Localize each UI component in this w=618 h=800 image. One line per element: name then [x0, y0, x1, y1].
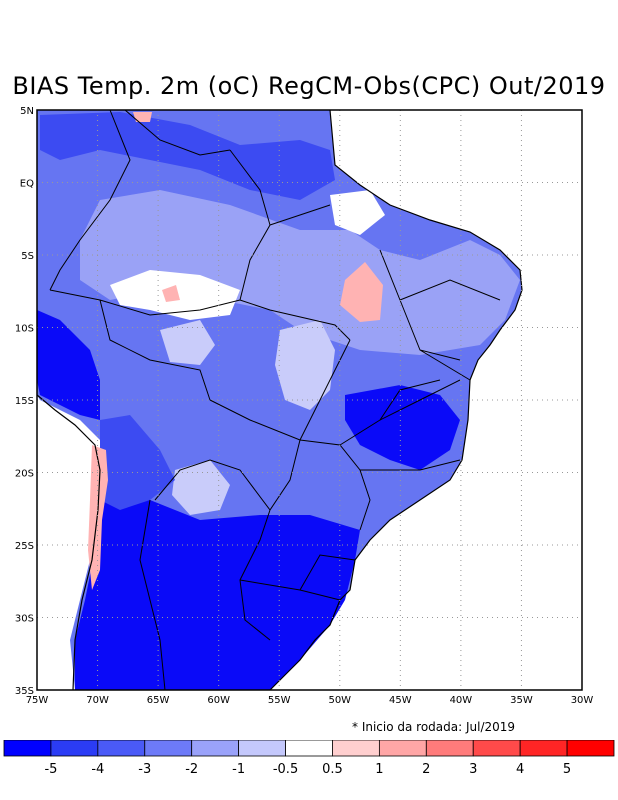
- lon-tick-label: 55W: [268, 695, 291, 706]
- colorbar-labels: -5 -4 -3 -2 -1 -0.5 0.5 1 2 3 4 5: [44, 762, 571, 777]
- colorbar-box: [50, 740, 99, 757]
- colorbar-label: 1: [375, 762, 383, 777]
- colorbar-box: [97, 740, 146, 757]
- lat-tick-label: 5S: [21, 251, 34, 262]
- colorbar-label: 0.5: [322, 762, 343, 777]
- bias-region-strong-cold-north: [40, 112, 335, 200]
- bias-region-warm-tocantins: [340, 262, 383, 322]
- colorbar-boxes: [3, 740, 615, 757]
- bias-region-strong-cold-west: [37, 310, 100, 420]
- colorbar-box: [3, 740, 52, 757]
- colorbar-box: [425, 740, 474, 757]
- colorbar-label: 3: [469, 762, 477, 777]
- lat-tick-labels: 5N EQ 5S 10S 15S 20S 25S 30S 35S: [15, 106, 34, 697]
- colorbar-label: -3: [138, 762, 151, 777]
- colorbar-box: [378, 740, 427, 757]
- plot-border: [36, 109, 583, 691]
- colorbar: -5 -4 -3 -2 -1 -0.5 0.5 1 2 3 4 5: [3, 740, 615, 777]
- colorbar-label: -0.5: [273, 762, 298, 777]
- lon-tick-label: 70W: [86, 695, 109, 706]
- lat-tick-label: 10S: [15, 324, 34, 335]
- colorbar-box: [285, 740, 333, 757]
- lat-tick-label: EQ: [20, 179, 34, 190]
- colorbar-label: -1: [232, 762, 245, 777]
- colorbar-box: [472, 740, 521, 757]
- lat-lon-grid: [37, 110, 582, 690]
- bias-region-warm-north: [133, 112, 152, 122]
- lon-tick-label: 75W: [26, 695, 49, 706]
- colorbar-box: [144, 740, 193, 757]
- bias-region-warm-amazon: [162, 285, 180, 302]
- colorbar-label: 5: [563, 762, 571, 777]
- lon-tick-labels: 75W 70W 65W 60W 55W 50W 45W 40W 35W 30W: [26, 695, 594, 706]
- lat-tick-label: 15S: [15, 396, 34, 407]
- bias-region-neutral-sw: [172, 460, 230, 515]
- colorbar-box: [519, 740, 568, 757]
- lon-tick-label: 30W: [571, 695, 594, 706]
- colorbar-label: -5: [44, 762, 57, 777]
- political-borders: [37, 110, 523, 690]
- lat-tick-label: 20S: [15, 469, 34, 480]
- bias-region-neutral-central: [275, 320, 335, 410]
- bias-region-strong-cold-south: [75, 500, 360, 690]
- lat-tick-label: 30S: [15, 614, 34, 625]
- colorbar-box: [238, 740, 286, 757]
- colorbar-box: [566, 740, 615, 757]
- lat-tick-label: 5N: [20, 106, 34, 117]
- lon-tick-label: 40W: [450, 695, 473, 706]
- bias-region-cold-andes: [100, 415, 175, 510]
- colorbar-label: -2: [185, 762, 198, 777]
- bias-region-neutral-east: [330, 190, 385, 235]
- colorbar-box: [332, 740, 380, 757]
- colorbar-label: -4: [91, 762, 104, 777]
- run-start-note: * Inicio da rodada: Jul/2019: [352, 720, 516, 734]
- bias-region-light-cold-north: [80, 190, 520, 355]
- colorbar-label: 2: [422, 762, 430, 777]
- lon-tick-label: 45W: [389, 695, 412, 706]
- bias-region-strong-cold-southeast: [345, 385, 460, 470]
- lat-tick-label: 25S: [15, 541, 34, 552]
- lon-tick-label: 60W: [207, 695, 230, 706]
- lon-tick-label: 35W: [510, 695, 533, 706]
- coastline: [37, 110, 523, 690]
- map-title: BIAS Temp. 2m (oC) RegCM-Obs(CPC) Out/20…: [12, 72, 606, 100]
- lon-tick-label: 65W: [147, 695, 170, 706]
- map-frame: 5N EQ 5S 10S 15S 20S 25S 30S 35S 75W 70W 65W 60W 55W…: [15, 106, 594, 706]
- colorbar-box: [191, 740, 240, 757]
- colorbar-label: 4: [516, 762, 524, 777]
- bias-region-neutral-cw: [160, 320, 215, 365]
- lon-tick-label: 50W: [328, 695, 351, 706]
- lat-tick-label: 35S: [15, 686, 34, 697]
